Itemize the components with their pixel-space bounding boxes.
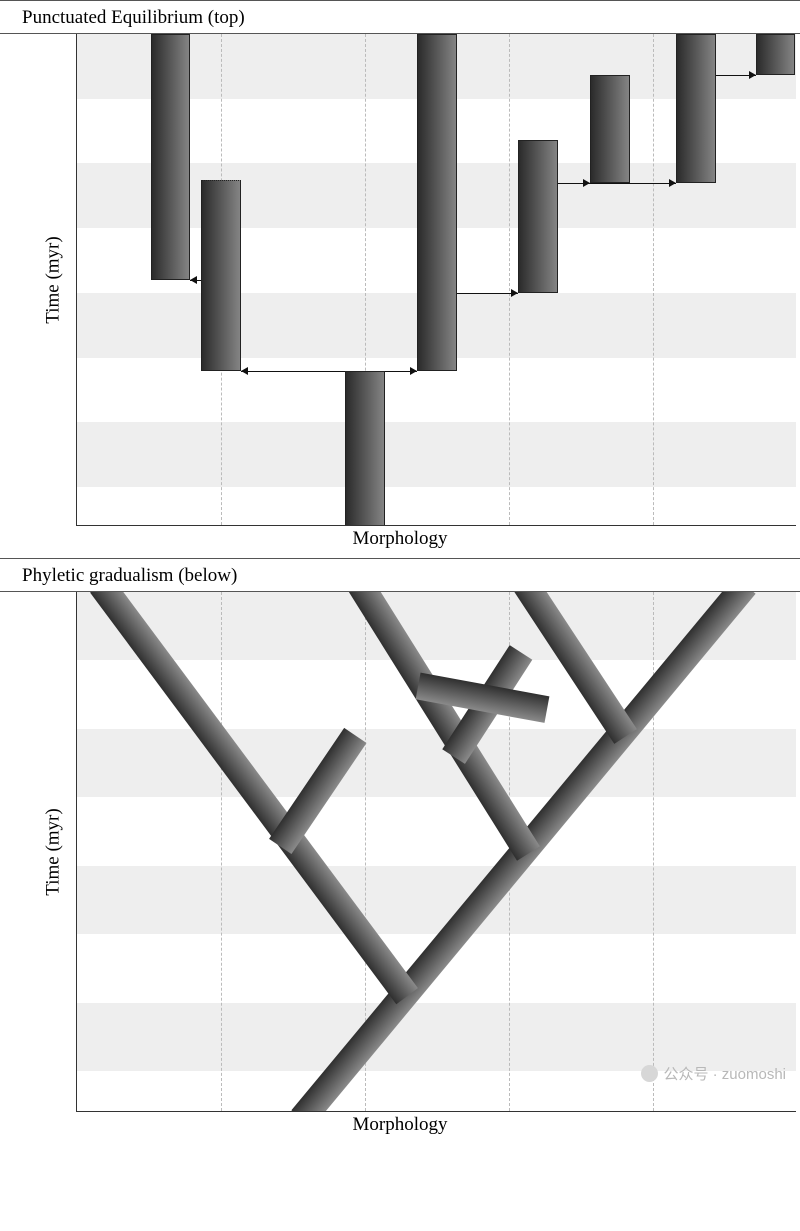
speciation-arrow: [457, 293, 518, 294]
bottom-panel-title: Phyletic gradualism (below): [0, 558, 800, 592]
lineage-bar: [345, 371, 385, 526]
y-tick-label: 4.0: [76, 592, 77, 603]
lineage-bar: [201, 180, 241, 370]
grid-band: [77, 729, 796, 797]
speciation-arrow: [558, 183, 677, 184]
top-chart-wrap: Time (myr) 1.0 2.0 3.0 4.0: [0, 34, 800, 526]
top-x-axis-label: Morphology: [0, 526, 800, 558]
bottom-y-axis-label: Time (myr): [43, 808, 65, 895]
speciation-arrow: [241, 371, 345, 372]
bottom-panel: Phyletic gradualism (below) Time (myr) 1…: [0, 558, 800, 1144]
lineage-bar: [676, 34, 716, 183]
arrow-head-icon: [669, 179, 676, 187]
y-tick-label: 2.0: [76, 282, 77, 304]
y-tick-label: 4.0: [76, 34, 77, 45]
lineage-bar: [590, 75, 630, 182]
bottom-plot-area: 1.0 2.0 3.0 4.0: [76, 592, 796, 1112]
lineage-bar: [151, 34, 191, 280]
wechat-icon: [641, 1065, 658, 1082]
y-tick-label: 1.0: [76, 992, 77, 1014]
bottom-chart-wrap: Time (myr) 1.0 2.0 3.0 4.0 公众号 · zuomoshi: [0, 592, 800, 1112]
arrow-head-icon: [749, 71, 756, 79]
arrow-head-icon: [410, 367, 417, 375]
arrow-head-icon: [511, 289, 518, 297]
bottom-x-axis-label: Morphology: [0, 1112, 800, 1144]
top-panel-title: Punctuated Equilibrium (top): [0, 0, 800, 34]
top-panel: Punctuated Equilibrium (top) Time (myr) …: [0, 0, 800, 558]
lineage-bar: [756, 34, 796, 75]
grid-band: [77, 866, 796, 934]
grid-vertical: [653, 592, 654, 1111]
top-plot-area: 1.0 2.0 3.0 4.0: [76, 34, 796, 526]
watermark: 公众号 · zuomoshi: [641, 1063, 786, 1084]
grid-band: [77, 422, 796, 487]
y-tick-label: 3.0: [76, 152, 77, 174]
watermark-text: 公众号 · zuomoshi: [663, 1063, 786, 1084]
lineage-bar: [417, 34, 457, 371]
arrow-head-icon: [241, 367, 248, 375]
y-tick-label: 1.0: [76, 411, 77, 433]
lineage-bar: [518, 140, 558, 293]
arrow-head-icon: [190, 276, 197, 284]
grid-band: [77, 1003, 796, 1071]
grid-vertical: [509, 34, 510, 525]
grid-vertical: [221, 592, 222, 1111]
top-y-axis-label: Time (myr): [43, 236, 65, 323]
y-tick-label: 3.0: [76, 718, 77, 740]
y-tick-label: 2.0: [76, 855, 77, 877]
grid-vertical: [653, 34, 654, 525]
